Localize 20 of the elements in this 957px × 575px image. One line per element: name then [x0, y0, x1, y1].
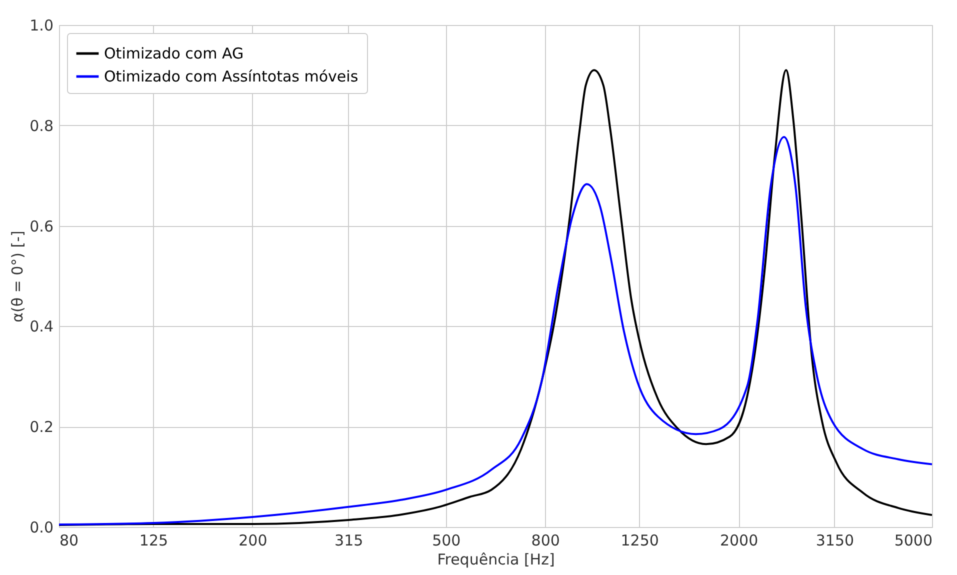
- x-tick-label: 5000: [894, 532, 932, 550]
- y-tick-label: 0.8: [30, 116, 54, 135]
- y-tick-label: 0.6: [30, 217, 54, 236]
- x-tick-label: 500: [432, 532, 461, 550]
- y-axis-title: α(θ = 0°) [-]: [8, 230, 27, 322]
- x-tick-label: 80: [60, 532, 79, 550]
- x-tick-label: 800: [531, 532, 560, 550]
- x-axis-title: Frequência [Hz]: [437, 550, 555, 568]
- y-tick-label: 1.0: [30, 16, 54, 34]
- x-tick-label: 200: [238, 532, 268, 550]
- x-tick-label: 3150: [816, 532, 854, 550]
- y-tick-label: 0.4: [30, 318, 54, 336]
- legend-label: Otimizado com AG: [104, 44, 244, 62]
- x-tick-label: 2000: [720, 532, 758, 550]
- y-tick-label: 0.2: [30, 418, 54, 436]
- x-tick-label: 125: [139, 532, 168, 550]
- x-tick-label: 1250: [620, 532, 659, 550]
- y-tick-label: 0.0: [30, 518, 54, 536]
- legend-label: Otimizado com Assíntotas móveis: [104, 68, 358, 86]
- x-tick-label: 315: [334, 532, 364, 550]
